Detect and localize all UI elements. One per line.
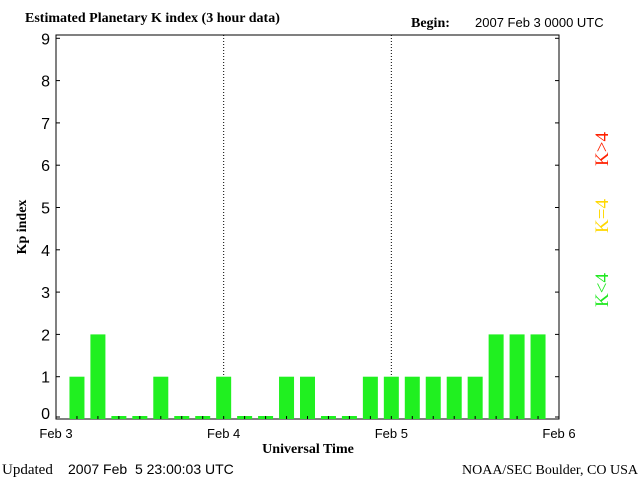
legend: K>4 K=4 K<4 [592,132,613,307]
y-tick-label: 0 [41,406,50,423]
y-tick-label: 9 [41,31,50,48]
y-tick-label: 4 [41,243,50,260]
plot-area [55,34,560,420]
chart-title: Estimated Planetary K index (3 hour data… [25,11,280,26]
y-axis-label: Kp index [15,200,30,255]
y-tick-label: 5 [41,201,50,218]
kp-bar [362,376,378,419]
kp-bar [90,334,106,419]
legend-k-equal-4: K=4 [592,199,613,233]
kp-bar [446,376,462,419]
begin-label: Begin: [411,16,450,31]
updated-value: 2007 Feb 5 23:00:03 UTC [68,461,234,477]
y-tick-label: 7 [41,116,50,133]
y-axis-ticks: 0 1 2 3 4 5 6 7 8 9 [41,31,559,423]
kp-bar [488,334,504,419]
x-tick-label: Feb 4 [207,426,240,441]
kp-bar [467,376,483,419]
kp-bar [69,376,85,419]
x-tick-label: Feb 3 [39,426,72,441]
y-tick-label: 6 [41,158,50,175]
kp-bar [300,376,315,419]
kp-bar [279,376,295,419]
x-axis-ticks: Feb 3 Feb 4 Feb 5 Feb 6 [39,416,576,441]
y-tick-label: 2 [41,327,50,344]
x-tick-label: Feb 5 [375,426,408,441]
begin-value: 2007 Feb 3 0000 UTC [475,15,604,30]
kp-bar [216,376,232,419]
source-credit: NOAA/SEC Boulder, CO USA [462,463,639,478]
kp-bar [509,334,525,419]
y-tick-label: 3 [41,285,50,302]
day-separators [223,35,392,419]
updated-label: Updated [2,462,53,478]
x-tick-label: Feb 6 [542,426,575,441]
y-tick-label: 1 [41,370,50,387]
legend-k-less-4: K<4 [592,273,613,307]
x-axis-label: Universal Time [262,442,354,457]
kp-bar [383,376,399,419]
kp-bar [425,376,441,419]
y-tick-label: 8 [41,74,50,91]
kp-bar [404,376,420,419]
kp-bar [530,334,546,419]
legend-k-greater-4: K>4 [592,132,613,166]
kp-bar [153,376,169,419]
